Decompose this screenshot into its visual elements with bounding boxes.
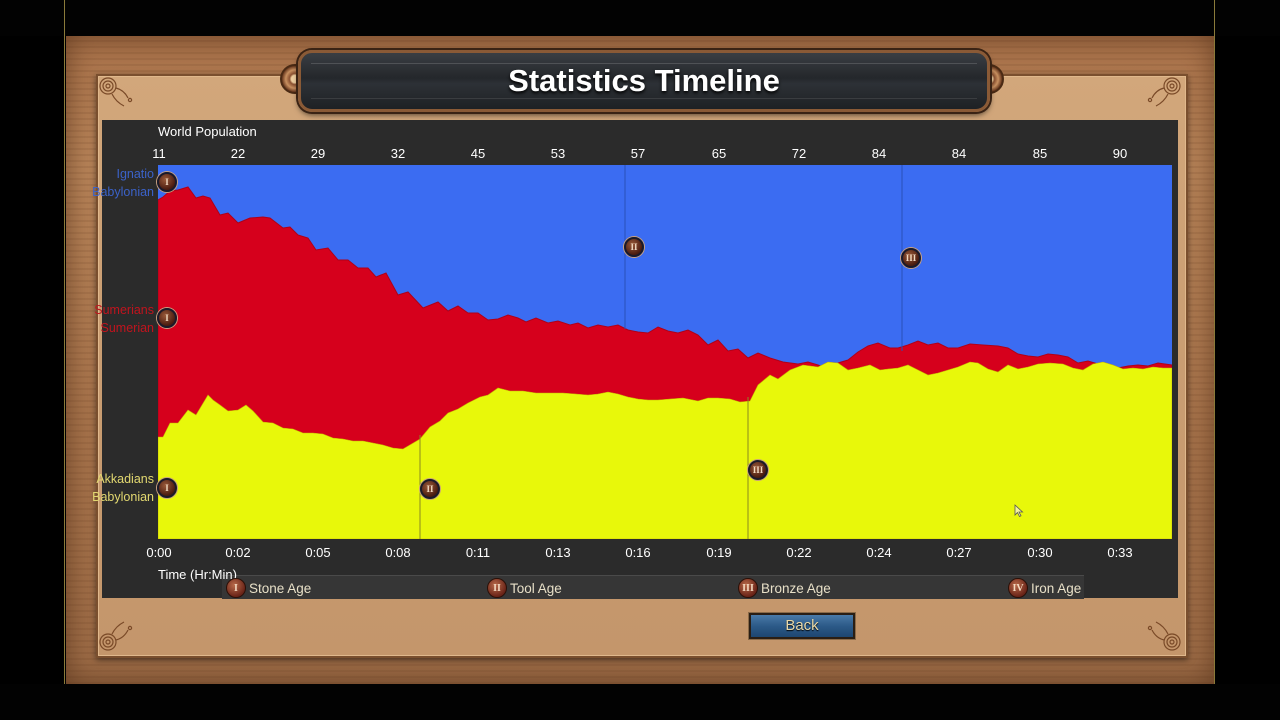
time-tick: 0:11: [465, 545, 491, 560]
age-legend-stone: I Stone Age: [226, 578, 311, 598]
time-tick: 0:16: [625, 545, 651, 560]
top-tick: 84: [951, 146, 967, 161]
corner-ornament-icon: [1147, 621, 1181, 651]
time-tick: 0:27: [946, 545, 972, 560]
time-tick: 0:13: [545, 545, 571, 560]
age-badge-icon: IV: [1008, 578, 1028, 598]
age-label: Iron Age: [1031, 580, 1082, 596]
x-axis-label: Time (Hr:Min): [158, 567, 237, 582]
time-tick: 0:00: [146, 545, 172, 560]
age-marker-icon: I: [157, 308, 177, 328]
age-legend-bar: [222, 575, 1084, 599]
frame-edge-right: [1214, 0, 1215, 720]
corner-ornament-icon: [1147, 77, 1181, 107]
top-tick: 65: [711, 146, 727, 161]
player-label-sumerians: Sumerians Sumerian: [94, 301, 154, 337]
back-button[interactable]: Back: [749, 613, 855, 639]
player-name: Akkadians: [96, 472, 154, 486]
time-tick: 0:05: [305, 545, 331, 560]
time-tick: 0:19: [706, 545, 732, 560]
age-marker-icon: II: [420, 479, 440, 499]
player-label-akkadians: Akkadians Babylonian: [92, 470, 154, 506]
age-legend-tool: II Tool Age: [487, 578, 562, 598]
age-legend-iron: IV Iron Age: [1008, 578, 1081, 598]
series-akkadians-area: [158, 361, 1172, 539]
corner-ornament-icon: [99, 621, 133, 651]
top-tick: 53: [550, 146, 566, 161]
age-label: Tool Age: [510, 580, 562, 596]
time-tick: 0:24: [866, 545, 892, 560]
player-name: Ignatio: [116, 167, 154, 181]
frame-edge-left: [64, 0, 65, 720]
top-tick: 32: [390, 146, 406, 161]
age-marker-icon: III: [901, 248, 921, 268]
time-tick: 0:30: [1027, 545, 1053, 560]
letterbox-bottom: [0, 684, 1280, 720]
age-badge-icon: III: [738, 578, 758, 598]
player-name: Sumerians: [94, 303, 154, 317]
age-badge-icon: I: [226, 578, 246, 598]
title-banner: Statistics Timeline: [298, 50, 990, 112]
age-marker-icon: I: [157, 478, 177, 498]
top-tick: 90: [1112, 146, 1128, 161]
top-tick: 72: [791, 146, 807, 161]
top-tick: 45: [470, 146, 486, 161]
time-tick: 0:08: [385, 545, 411, 560]
time-tick: 0:02: [225, 545, 251, 560]
top-tick: 84: [871, 146, 887, 161]
age-marker-icon: III: [748, 460, 768, 480]
top-tick: 85: [1032, 146, 1048, 161]
letterbox-top: [0, 0, 1280, 36]
player-civ: Babylonian: [92, 185, 154, 199]
population-area-chart: [158, 165, 1172, 539]
age-marker-icon: II: [624, 237, 644, 257]
age-label: Bronze Age: [761, 580, 831, 596]
player-civ: Babylonian: [92, 490, 154, 504]
age-badge-icon: II: [487, 578, 507, 598]
chart-title: World Population: [158, 124, 257, 139]
player-civ: Sumerian: [100, 321, 155, 335]
page-title: Statistics Timeline: [508, 63, 780, 98]
mouse-cursor-icon: [1014, 504, 1024, 518]
top-tick: 11: [152, 146, 166, 161]
time-tick: 0:33: [1107, 545, 1133, 560]
top-tick: 22: [230, 146, 246, 161]
age-legend-bronze: III Bronze Age: [738, 578, 831, 598]
top-tick: 29: [310, 146, 326, 161]
age-label: Stone Age: [249, 580, 312, 596]
corner-ornament-icon: [99, 77, 133, 107]
time-tick: 0:22: [786, 545, 812, 560]
age-marker-icon: I: [157, 172, 177, 192]
top-tick: 57: [630, 146, 646, 161]
player-label-ignatio: Ignatio Babylonian: [92, 165, 154, 201]
